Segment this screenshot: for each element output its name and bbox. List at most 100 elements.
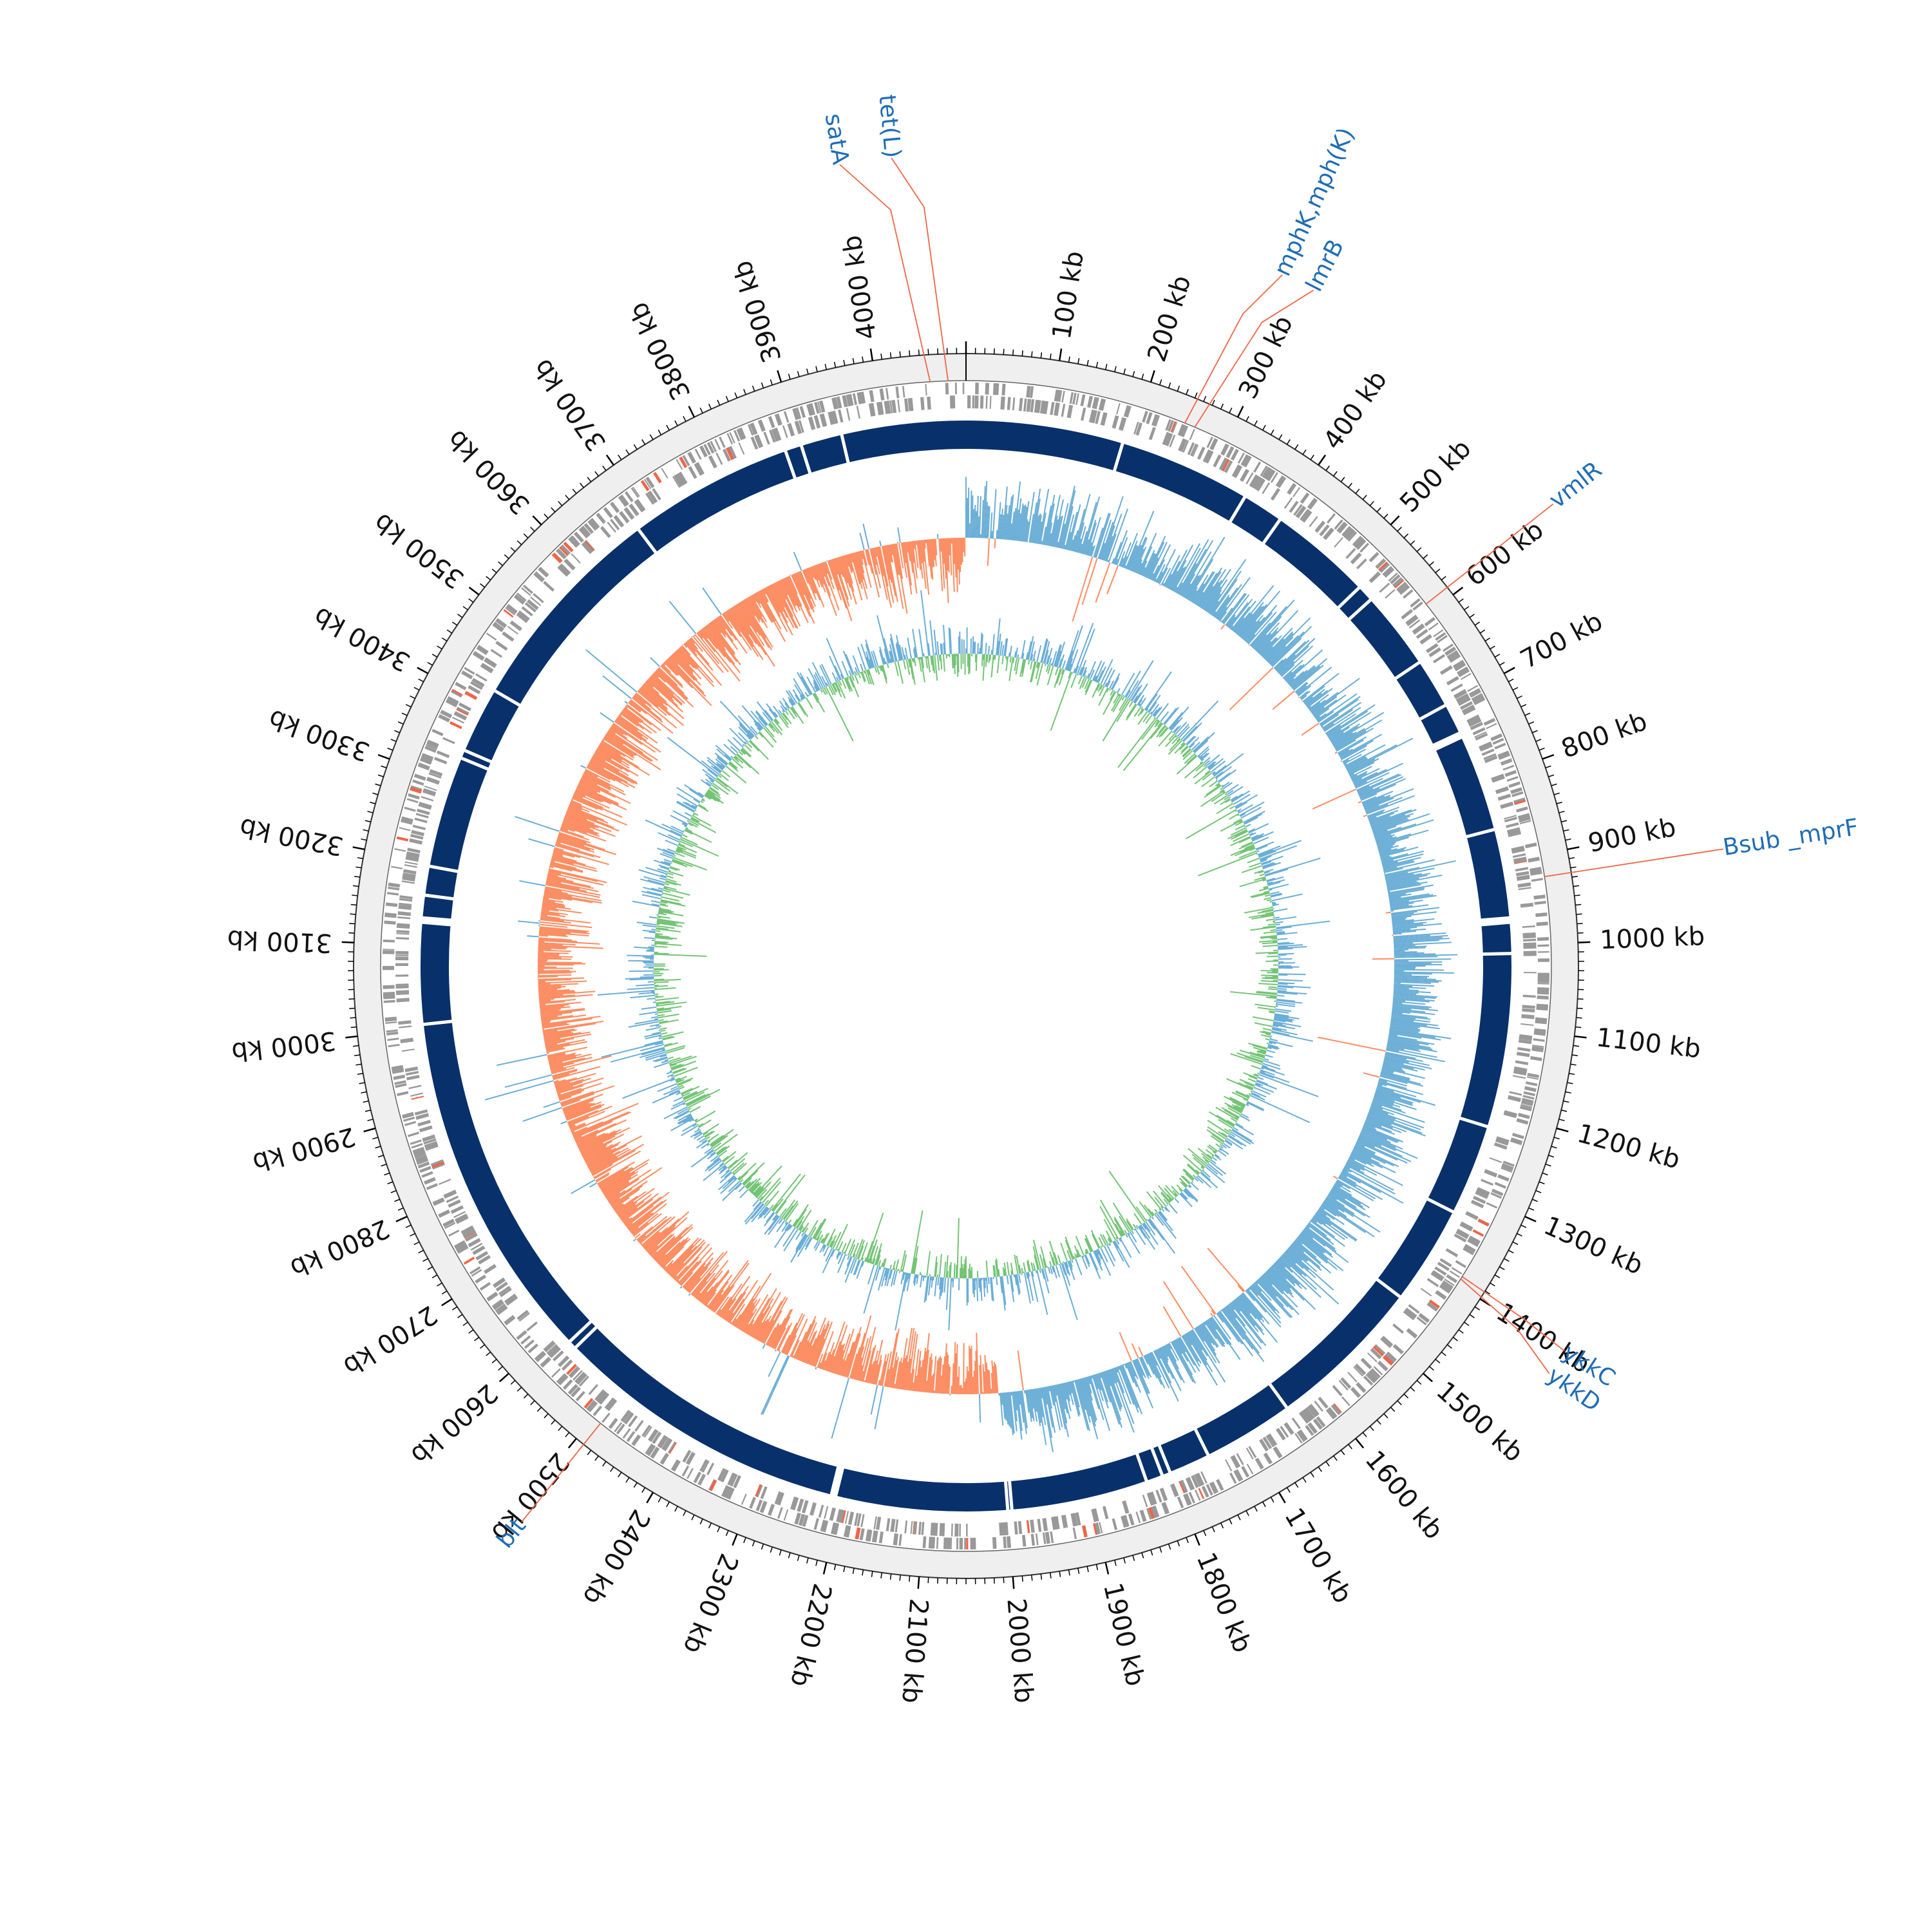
gc-content-bar [1074, 1379, 1089, 1430]
gc-skew-bar [1249, 848, 1256, 851]
gc-content-bar [777, 1323, 793, 1352]
gc-content-bar [1294, 681, 1307, 693]
gc-content-bar [1133, 1359, 1149, 1394]
cds-feature [568, 1366, 580, 1378]
gc-content-bar [638, 1235, 647, 1243]
gc-content-bar [1243, 620, 1260, 641]
gc-content-bar [1382, 1066, 1406, 1073]
gc-content-bar [987, 1369, 990, 1394]
cds-feature [1516, 875, 1530, 880]
cds-feature [1360, 543, 1370, 553]
cds-feature [810, 1502, 815, 1515]
gc-skew-bar [1241, 865, 1262, 873]
gc-content-bar [1110, 1368, 1135, 1433]
gc-content-bar [875, 547, 888, 600]
contig-gap [829, 1464, 845, 1499]
gc-content-bar [538, 989, 558, 991]
gc-skew-bar [1244, 1081, 1255, 1087]
gc-content-bar [1077, 526, 1086, 553]
gc-content-bar [1323, 1200, 1339, 1211]
gc-content-bar [1316, 1211, 1358, 1241]
gc-content-bar [1294, 1240, 1321, 1264]
gc-content-bar [1183, 551, 1212, 598]
gc-content-bar [1312, 706, 1325, 716]
gc-content-bar [974, 1361, 977, 1394]
gc-skew-bar [1160, 727, 1169, 737]
minor-tick [523, 533, 529, 538]
gc-content-bar [558, 1083, 602, 1098]
cds-feature [1112, 1518, 1118, 1531]
gc-content-bar [656, 1226, 694, 1263]
gc-content-bar [621, 710, 652, 734]
gc-content-bar [653, 1227, 688, 1260]
minor-tick [1570, 1063, 1577, 1066]
gc-content-bar [1020, 1390, 1027, 1434]
cds-feature [575, 1390, 585, 1402]
cds-feature [1099, 1522, 1103, 1534]
gc-content-bar [1392, 930, 1417, 934]
gc-content-bar [1138, 1347, 1144, 1357]
minor-tick [1571, 1054, 1578, 1057]
gc-content-bar [1003, 1392, 1007, 1421]
gc-content-bar [1062, 506, 1074, 549]
gc-skew-bar [1061, 1263, 1066, 1276]
gc-content-bar [1327, 1195, 1345, 1207]
gc-content-bar [1178, 1337, 1195, 1366]
cds-feature [1500, 801, 1514, 810]
gc-skew-bar [1213, 764, 1227, 776]
cds-feature [1472, 1229, 1484, 1237]
contig-gap [1112, 441, 1125, 473]
gc-content-bar [582, 775, 611, 791]
gc-content-bar [1394, 981, 1431, 984]
gc-content-bar [874, 547, 878, 557]
gc-content-bar [542, 905, 556, 909]
gc-content-bar [1046, 1386, 1053, 1409]
gc-content-bar [1316, 713, 1327, 721]
contig-gap [839, 432, 851, 465]
minor-tick [587, 1450, 592, 1455]
gc-skew-bar [1192, 1174, 1197, 1179]
gc-content-bar [1033, 1388, 1041, 1426]
gc-content-bar [1381, 850, 1425, 863]
gc-content-bar [990, 1372, 994, 1394]
cds-feature [795, 407, 802, 419]
gc-content-bar [1386, 877, 1419, 886]
cds-feature [516, 1309, 529, 1320]
cds-feature [1463, 1247, 1474, 1256]
gc-content-bar [728, 609, 754, 647]
gc-content-bar [791, 1340, 800, 1358]
gc-skew-bar [1160, 711, 1170, 723]
cds-feature [778, 1492, 784, 1506]
gc-content-bar [1276, 1259, 1286, 1268]
cds-feature [676, 472, 686, 486]
gc-content-bar [1271, 1265, 1316, 1310]
gc-content-bar [1285, 1250, 1316, 1278]
gc-skew-bar [1056, 668, 1063, 684]
cds-feature [724, 1486, 733, 1499]
gc-content-bar [609, 1167, 663, 1204]
gc-content-bar [1394, 986, 1426, 989]
gc-content-bar [568, 805, 605, 821]
cds-feature [928, 1537, 933, 1549]
cds-feature [1419, 634, 1432, 645]
minor-tick [405, 1224, 412, 1228]
minor-tick [1095, 361, 1099, 368]
gc-content-bar [1278, 645, 1309, 674]
gc-content-bar [871, 1360, 878, 1384]
cds-feature [493, 1278, 506, 1288]
gc-skew-bar [1180, 1175, 1190, 1185]
cds-feature [384, 1016, 397, 1021]
gc-skew-bar [1141, 708, 1143, 710]
gc-content-bar [793, 1341, 802, 1359]
gc-content-bar [540, 1008, 585, 1014]
cds-feature [679, 471, 688, 484]
gc-skew-bar [1218, 1119, 1233, 1129]
gc-content-bar [932, 538, 936, 560]
gc-content-bar [782, 1322, 798, 1354]
cds-feature [1461, 705, 1475, 714]
gc-skew-bar [1113, 693, 1120, 704]
minor-tick [480, 1344, 486, 1349]
gc-skew-bar [1172, 1189, 1179, 1197]
cds-feature [837, 396, 842, 408]
gc-content-bar [688, 638, 698, 650]
